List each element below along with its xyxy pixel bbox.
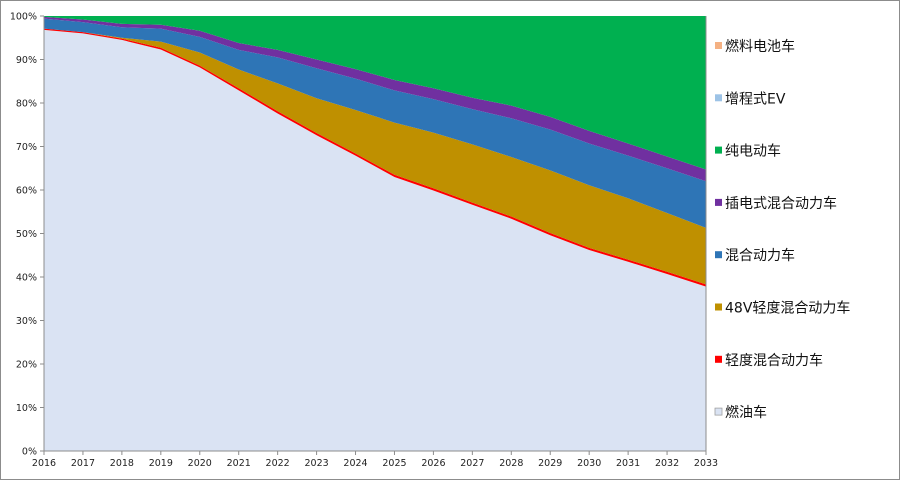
x-tick-label: 2019 (149, 458, 173, 469)
y-tick-label: 60% (16, 186, 37, 197)
series-5-area (44, 16, 706, 170)
y-tick-label: 40% (16, 273, 37, 284)
legend-swatch (715, 303, 722, 311)
y-tick-label: 50% (16, 229, 37, 240)
legend-label: 增程式EV (725, 91, 786, 107)
x-tick-label: 2025 (382, 458, 406, 469)
x-tick-label: 2024 (343, 458, 367, 469)
x-tick-label: 2023 (304, 458, 328, 469)
legend-swatch (715, 94, 722, 102)
legend-label: 燃料电池车 (725, 38, 795, 55)
x-tick-label: 2016 (32, 458, 56, 469)
series-0-area (44, 29, 706, 451)
legend-swatch (715, 42, 722, 49)
plot-areas (44, 16, 706, 451)
legend-item: 纯电动车 (715, 143, 781, 160)
legend-swatch (714, 407, 723, 416)
x-tick-label: 2021 (227, 458, 251, 469)
legend-item: 48V轻度混合动力车 (715, 300, 850, 317)
legend-label: 插电式混合动力车 (725, 195, 837, 212)
legend-swatch (715, 251, 722, 259)
y-tick-label: 100% (10, 12, 37, 23)
x-tick-label: 2020 (188, 458, 212, 469)
legend-item: 插电式混合动力车 (715, 195, 837, 212)
y-tick-label: 80% (16, 99, 37, 110)
y-tick-label: 90% (16, 55, 37, 66)
x-tick-label: 2033 (694, 458, 718, 469)
legend-item: 燃油车 (714, 404, 767, 421)
x-tick-label: 2017 (71, 458, 95, 469)
y-tick-label: 70% (16, 142, 37, 153)
x-tick-label: 2030 (577, 458, 601, 469)
legend-swatch (715, 146, 722, 154)
x-tick-label: 2027 (460, 458, 484, 469)
x-tick-label: 2029 (538, 458, 562, 469)
legend-swatch (715, 198, 722, 206)
legend-label: 燃油车 (725, 404, 767, 421)
legend-item: 混合动力车 (715, 247, 795, 264)
series-2-area (44, 28, 706, 285)
x-tick-label: 2031 (616, 458, 640, 469)
legend-label: 混合动力车 (725, 247, 795, 264)
legend-swatch (715, 355, 722, 363)
y-tick-label: 10% (16, 403, 37, 414)
x-tick-label: 2028 (499, 458, 523, 469)
x-tick-label: 2018 (110, 458, 134, 469)
legend-item: 轻度混合动力车 (715, 352, 823, 369)
legend-label: 纯电动车 (725, 143, 781, 160)
y-tick-label: 20% (16, 360, 37, 371)
x-tick-label: 2022 (266, 458, 290, 469)
x-tick-label: 2026 (421, 458, 445, 469)
y-tick-label: 30% (16, 316, 37, 327)
legend-item: 增程式EV (715, 91, 786, 107)
axes: 0% 10% 20% 30% 40% 50% 60% 70% 80% 90% 100% 2016 201… (10, 12, 718, 470)
x-tick-label: 2032 (655, 458, 679, 469)
legend-label: 48V轻度混合动力车 (725, 300, 850, 317)
y-tick-label: 0% (22, 447, 37, 458)
legend-item: 燃料电池车 (715, 38, 795, 55)
legend-label: 轻度混合动力车 (725, 352, 823, 369)
